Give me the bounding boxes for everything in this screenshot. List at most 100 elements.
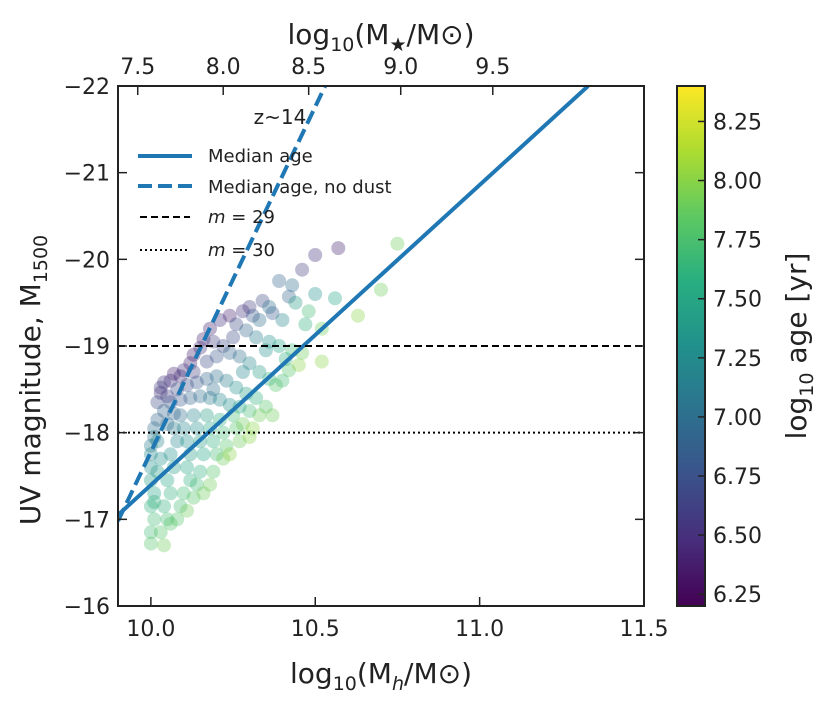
scatter-point: [189, 421, 204, 436]
scatter-point: [219, 438, 234, 453]
scatter-point: [328, 291, 342, 306]
scatter-point: [281, 363, 296, 378]
scatter-point: [173, 392, 188, 407]
scatter-point: [166, 366, 181, 381]
scatter-point: [186, 490, 201, 505]
scatter-point: [268, 378, 283, 392]
scatter-point: [222, 345, 237, 360]
scatter-point: [163, 486, 178, 501]
scatter-point: [147, 512, 162, 527]
colorbar-tick-label: 6.75: [713, 465, 762, 490]
x-tick-label: 10.5: [291, 617, 340, 642]
colorbar-tick-label: 8.00: [713, 170, 762, 195]
scatter-point: [163, 447, 178, 462]
colorbar: [676, 85, 706, 607]
scatter-point: [252, 408, 267, 423]
x-axis-label: log10(Mh/M⊙): [290, 657, 472, 695]
scatter-point: [209, 369, 224, 384]
scatter-point: [183, 391, 198, 405]
scatter-point: [180, 503, 194, 518]
scatter-point: [212, 392, 227, 407]
scatter-point: [153, 525, 168, 540]
scatter-point: [331, 241, 346, 256]
scatter-point: [166, 460, 181, 475]
scatter-point: [160, 512, 175, 527]
scatter-point: [272, 339, 287, 353]
scatter-point: [265, 408, 280, 423]
colorbar-tick-label: 6.50: [713, 524, 762, 549]
scatter-point: [196, 486, 211, 501]
scatter-point: [265, 306, 280, 321]
scatter-point: [199, 408, 214, 423]
scatter-point: [258, 399, 273, 414]
scatter-point: [232, 349, 247, 364]
scatter-point: [242, 356, 257, 371]
legend: z~14 Median age Median age, no dust m = …: [138, 105, 392, 261]
scatter-point: [176, 421, 191, 436]
scatter-point: [295, 262, 310, 277]
scatter-point: [196, 447, 211, 462]
scatter-point: [150, 412, 165, 427]
scatter-point: [291, 358, 306, 373]
scatter-point: [226, 330, 241, 345]
scatter-points: [143, 236, 405, 553]
x-axis-ticks: 10.0 10.5 11.0 11.5: [126, 597, 668, 642]
y-tick-label: −19: [64, 335, 110, 360]
scatter-point: [216, 451, 231, 466]
colorbar-label: log10 age [yr]: [780, 253, 818, 440]
scatter-point: [166, 406, 181, 421]
scatter-point: [239, 323, 254, 338]
scatter-point: [157, 538, 171, 553]
scatter-point: [219, 373, 234, 388]
scatter-point: [199, 371, 214, 386]
scatter-point: [163, 373, 178, 388]
scatter-point: [275, 313, 290, 327]
scatter-point: [252, 365, 267, 379]
scatter-point: [285, 278, 300, 293]
scatter-point: [173, 499, 188, 514]
scatter-point: [199, 354, 214, 369]
y-tick-label: −18: [64, 422, 110, 447]
y-tick-label: −21: [64, 162, 110, 187]
scatter-point: [173, 369, 188, 384]
scatter-point: [166, 421, 181, 436]
scatter-point: [183, 356, 198, 371]
scatter-point: [180, 378, 194, 392]
scatter-point: [189, 477, 204, 492]
x-tick-label: 11.5: [620, 617, 669, 642]
legend-label-median-age: Median age: [208, 146, 313, 167]
scatter-point: [170, 512, 185, 527]
y-axis-label: UV magnitude, M1500: [14, 235, 52, 525]
scatter-point: [203, 391, 217, 405]
scatter-point: [206, 464, 221, 479]
scatter-point: [189, 375, 204, 390]
scatter-point: [153, 385, 168, 400]
scatter-point: [351, 308, 365, 323]
y-tick-label: −16: [64, 595, 110, 620]
scatter-point: [222, 447, 237, 462]
colorbar-tick-label: 7.75: [713, 229, 762, 254]
scatter-point: [186, 408, 201, 423]
scatter-point: [229, 380, 244, 395]
legend-label-m30: m = 30: [208, 240, 275, 261]
scatter-point: [170, 434, 185, 449]
scatter-point: [308, 287, 323, 301]
scatter-point: [163, 516, 178, 531]
scatter-point: [255, 293, 270, 308]
scatter-point: [147, 495, 162, 509]
y-tick-label: −20: [64, 248, 110, 273]
scatter-point: [153, 380, 168, 395]
y-axis-ticks: −16 −17 −18 −19 −20 −21 −22: [64, 75, 644, 620]
legend-title: z~14: [254, 105, 307, 129]
top-x-tick-label: 8.0: [206, 55, 241, 80]
x-tick-label: 11.0: [455, 617, 504, 642]
scatter-point: [160, 473, 175, 488]
scatter-point: [314, 354, 329, 369]
scatter-point: [374, 282, 388, 297]
scatter-point: [183, 473, 198, 488]
scatter-point: [150, 395, 165, 410]
scatter-point: [298, 317, 313, 332]
scatter-point: [147, 421, 162, 436]
